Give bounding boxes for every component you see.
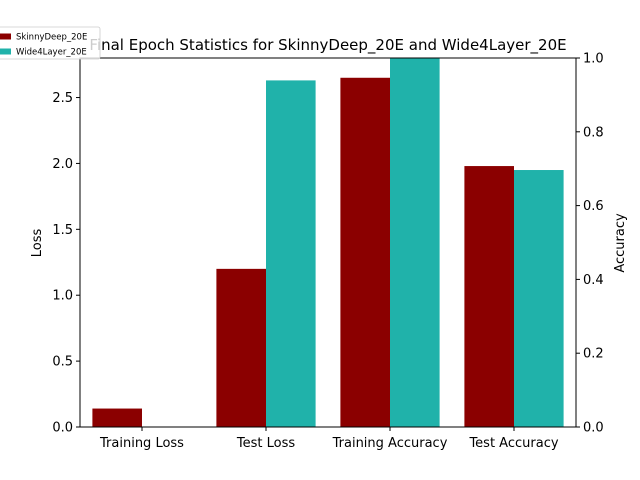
bar [390,58,440,427]
y2-tick-label: 0.8 [583,125,604,140]
y2-tick-label: 0.2 [583,347,604,362]
y-tick-label: 2.0 [52,157,73,172]
y2-tick-label: 0.0 [583,421,604,436]
bar [340,77,390,428]
y2-tick-label: 0.4 [583,273,604,288]
legend-label: Wide4Layer_20E [16,48,87,58]
left-axis-ticks: 0.0 0.5 1.0 1.5 2.0 2.5 [52,91,80,436]
y-tick-label: 2.5 [52,91,73,106]
legend: SkinnyDeep_20E Wide4Layer_20E [0,26,101,60]
legend-box [0,26,101,60]
legend-swatch [0,33,11,40]
bar [216,268,266,427]
x-axis-ticks: Training Loss Test Loss Training Accuracy T… [99,427,559,451]
right-axis-ticks: 0.0 0.2 0.4 0.6 0.8 1.0 [576,52,604,436]
y2-axis-label: Accuracy [613,213,628,273]
x-tick-label: Test Loss [236,436,295,451]
bar [266,80,316,428]
legend-swatch [0,48,11,55]
plot-frame [79,57,577,428]
x-tick-label: Training Accuracy [332,436,448,451]
y-tick-label: 1.5 [52,223,73,238]
y-tick-label: 0.0 [52,421,73,436]
y-tick-label: 0.5 [52,355,73,370]
bar [464,166,514,427]
y-tick-label: 1.0 [52,289,73,304]
bars-group [92,58,564,428]
x-tick-label: Test Accuracy [468,436,558,451]
x-tick-label: Training Loss [99,436,184,451]
legend-label: SkinnyDeep_20E [16,33,87,43]
bar [514,170,564,427]
chart-title: Final Epoch Statistics for SkinnyDeep_20… [89,36,566,55]
y-axis-label: Loss [30,229,45,258]
bar [92,408,142,427]
y2-tick-label: 0.6 [583,199,604,214]
y2-tick-label: 1.0 [583,52,604,67]
